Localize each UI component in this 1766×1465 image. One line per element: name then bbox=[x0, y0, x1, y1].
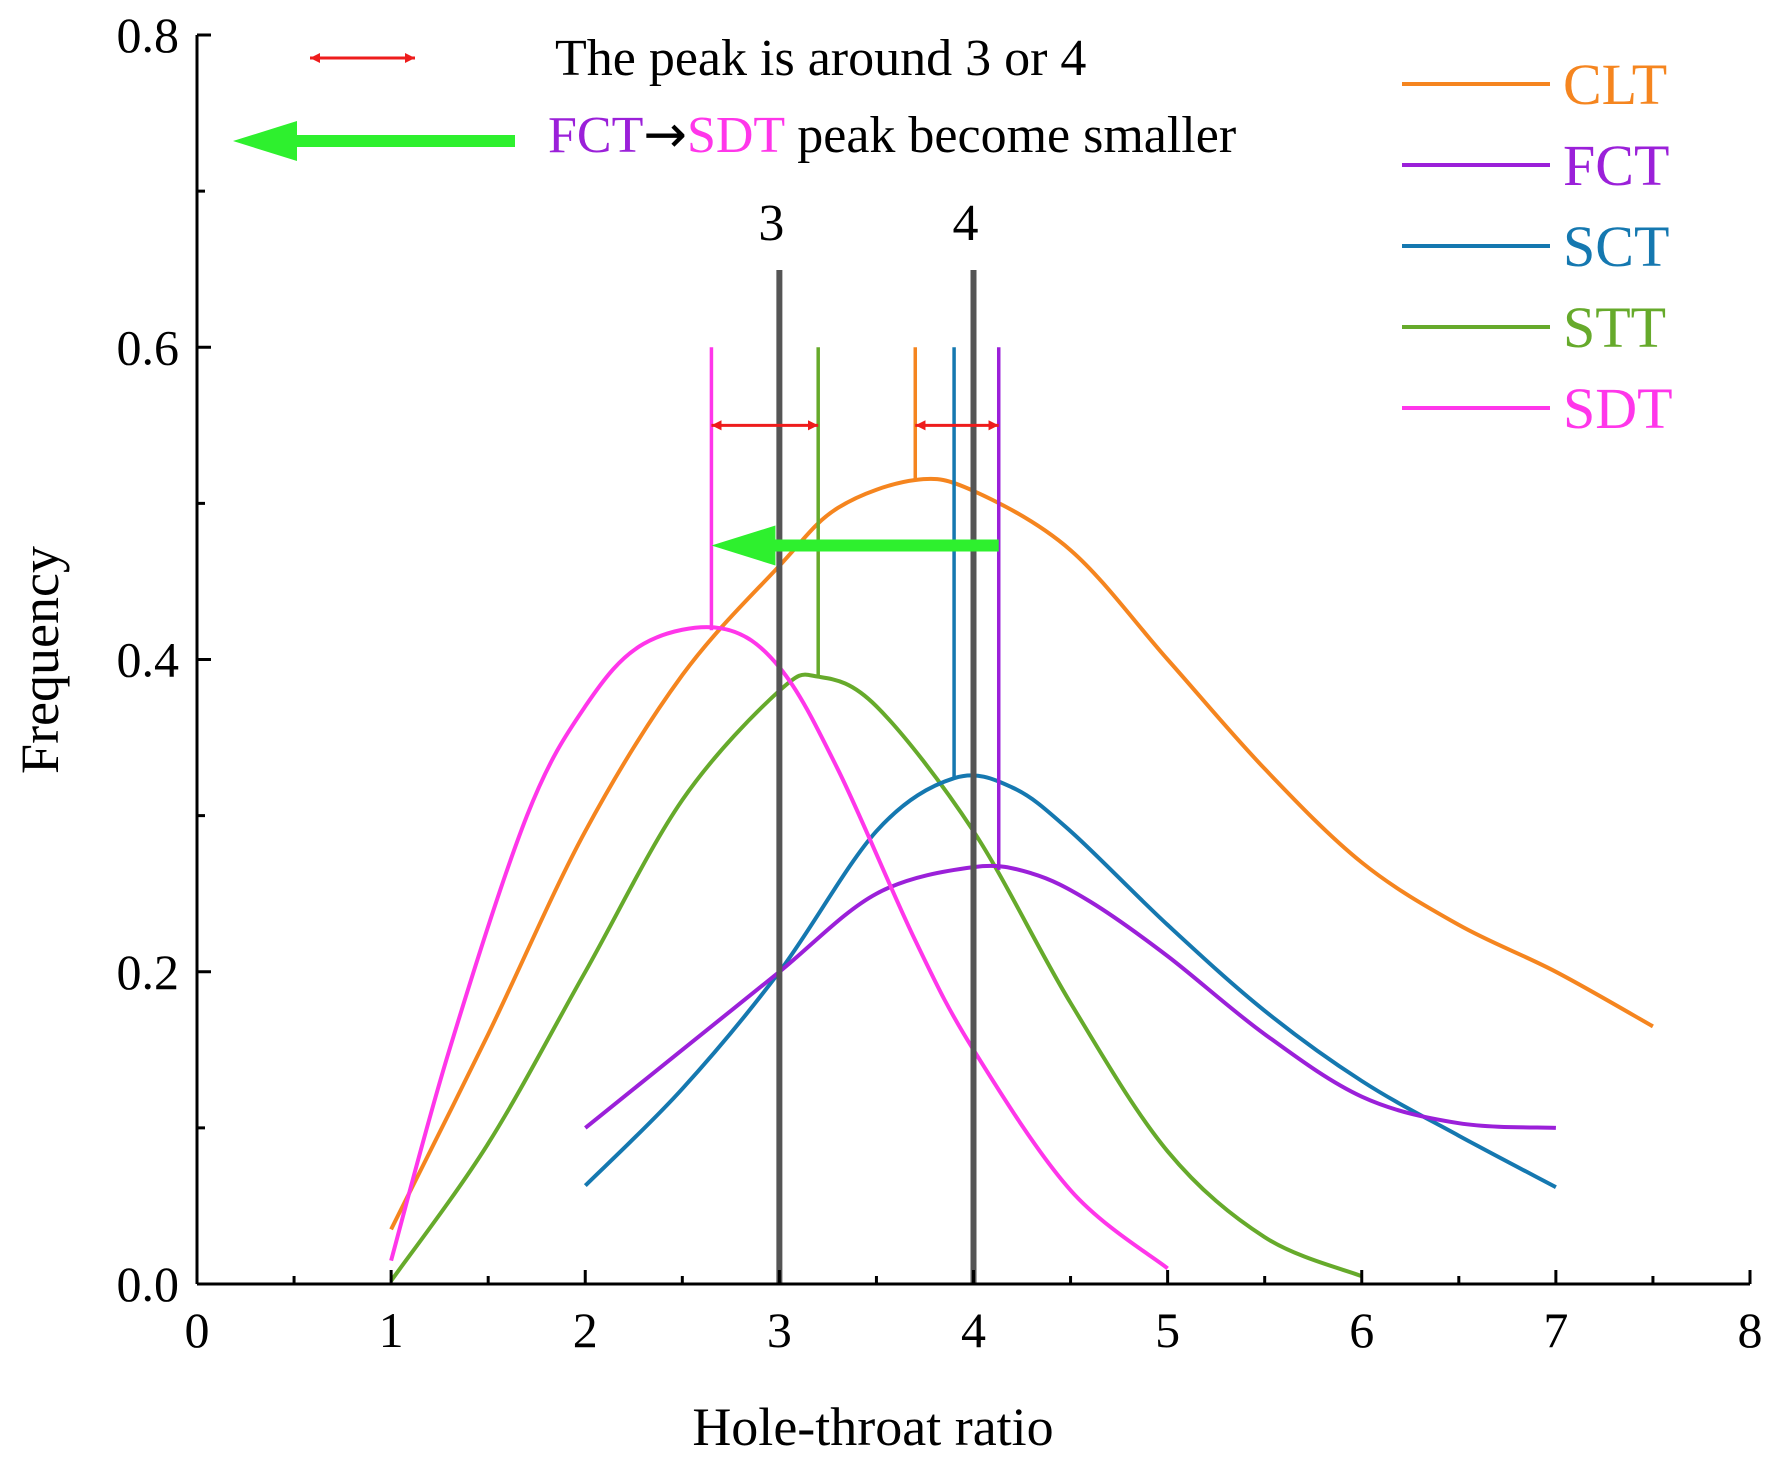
legend-label-sdt: SDT bbox=[1563, 376, 1673, 441]
x-tick-label-0: 0 bbox=[185, 1302, 210, 1358]
legend-green-arrow-head bbox=[233, 121, 297, 161]
annotation-trend-text: FCT→SDT peak become smaller bbox=[548, 105, 1236, 165]
legend-label-fct: FCT bbox=[1563, 133, 1669, 198]
legend-label-stt: STT bbox=[1563, 295, 1666, 360]
peak-shift-arrow-head bbox=[711, 525, 776, 566]
annotation-rest: peak become smaller bbox=[784, 107, 1236, 164]
x-axis-title: Hole-throat ratio bbox=[692, 1397, 1053, 1457]
x-tick-label-4: 4 bbox=[961, 1302, 986, 1358]
series-line-sdt bbox=[389, 625, 1169, 1270]
legend-green-arrow bbox=[233, 121, 515, 161]
legend: CLT FCT SCT STT SDT bbox=[1402, 52, 1673, 441]
x-tick-label-2: 2 bbox=[573, 1302, 598, 1358]
y-tick-label-0.4: 0.4 bbox=[117, 632, 180, 688]
y-tick-label-0.0: 0.0 bbox=[117, 1256, 180, 1312]
annotation-sdt: SDT bbox=[687, 107, 784, 164]
series-line-sct bbox=[583, 773, 1557, 1189]
peak-shift-arrow bbox=[711, 525, 999, 566]
series-layer bbox=[389, 476, 1654, 1283]
y-axis-title: Frequency bbox=[10, 546, 70, 774]
x-tick-label-8: 8 bbox=[1738, 1302, 1763, 1358]
reference-label-4: 4 bbox=[953, 195, 979, 252]
x-tick-label-1: 1 bbox=[379, 1302, 404, 1358]
series-line-stt bbox=[389, 672, 1363, 1283]
peak-markers bbox=[709, 347, 1001, 870]
legend-label-clt: CLT bbox=[1563, 52, 1667, 117]
y-tick-label-0.2: 0.2 bbox=[117, 944, 180, 1000]
annotation-fct: FCT bbox=[548, 107, 643, 164]
x-tick-label-3: 3 bbox=[767, 1302, 792, 1358]
y-tick-label-0.6: 0.6 bbox=[117, 319, 180, 375]
x-tick-label-7: 7 bbox=[1543, 1302, 1568, 1358]
y-tick-label-0.8: 0.8 bbox=[117, 7, 180, 63]
annotations bbox=[233, 52, 999, 566]
annotation-arrow-glyph: → bbox=[643, 105, 687, 165]
series-line-clt bbox=[389, 476, 1654, 1231]
axes: 0 1 2 3 4 5 6 7 80.00.20.40.60.8 bbox=[117, 7, 1763, 1358]
series-line-fct bbox=[584, 863, 1556, 1130]
legend-label-sct: SCT bbox=[1563, 214, 1669, 279]
reference-label-3: 3 bbox=[758, 195, 784, 252]
annotation-peak-text: The peak is around 3 or 4 bbox=[555, 30, 1086, 87]
x-tick-label-6: 6 bbox=[1349, 1302, 1374, 1358]
x-tick-label-5: 5 bbox=[1155, 1302, 1180, 1358]
